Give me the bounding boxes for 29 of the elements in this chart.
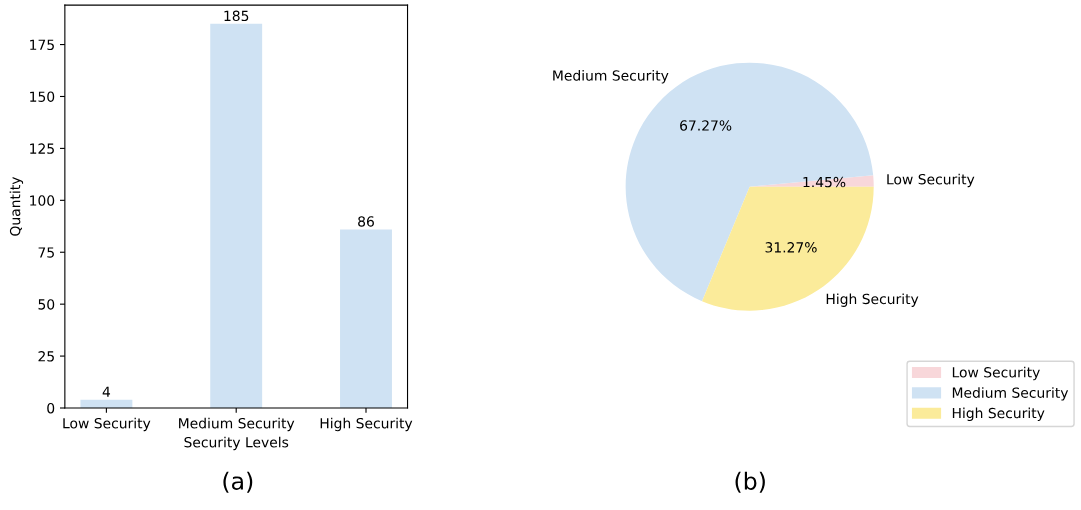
y-tick-label: 25 <box>38 351 54 362</box>
y-tick-label: 50 <box>38 299 55 310</box>
x-axis-title: Security Levels <box>184 436 289 451</box>
bar <box>340 229 392 408</box>
data-label: 185 <box>224 10 249 22</box>
y-tick-label: 75 <box>38 247 54 258</box>
y-tick-label: 0 <box>47 402 55 414</box>
y-tick-label: 175 <box>30 39 54 51</box>
data-label: 67.27% <box>680 120 732 131</box>
text: (a) <box>223 471 253 493</box>
legend-label: High Security <box>952 407 1045 421</box>
y-tick-label: 150 <box>30 91 55 102</box>
x-tick-label: High Security <box>320 417 413 432</box>
slice-label: High Security <box>826 293 919 307</box>
data-label: 4 <box>102 386 111 397</box>
legend-label: Medium Security <box>952 387 1069 401</box>
bar <box>210 23 263 408</box>
x-tick-label: Medium Security <box>179 417 295 432</box>
y-tick-label: 100 <box>30 195 55 206</box>
y-tick-label: 125 <box>30 143 54 154</box>
slice-label: Low Security <box>887 173 975 188</box>
legend-label: Low Security <box>952 366 1040 381</box>
data-label: 86 <box>358 216 374 227</box>
data-label: 31.27% <box>765 242 817 253</box>
data-label: 1.45% <box>803 176 846 188</box>
y-axis-title: Quantity <box>9 176 24 236</box>
x-tick-label: Low Security <box>63 417 151 432</box>
text: (b) <box>735 471 765 493</box>
slice-label: Medium Security <box>553 70 669 84</box>
